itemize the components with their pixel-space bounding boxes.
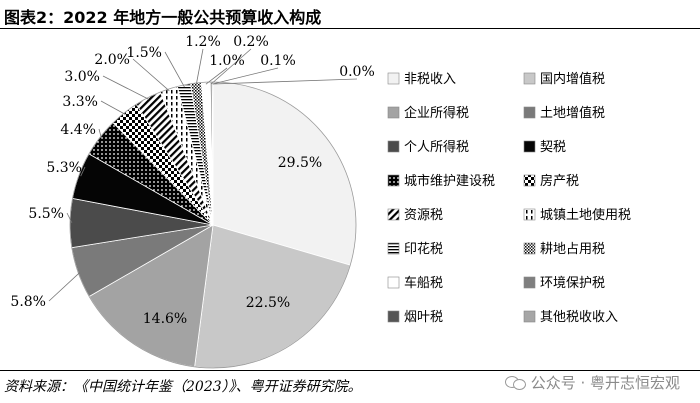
leader-line-11 (164, 51, 185, 88)
legend-label-2: 国内增值税 (540, 71, 605, 87)
legend-label-12: 耕地占用税 (540, 241, 605, 257)
pie-slices (69, 81, 357, 369)
legend-label-1: 非税收入 (404, 72, 456, 87)
value-label-1: 29.5% (278, 155, 322, 171)
legend-swatch-10 (523, 208, 536, 221)
value-label-9: 3.0% (64, 69, 100, 85)
value-label-10: 2.0% (94, 52, 130, 68)
source-note: 资料来源：《中国统计年鉴（2023）》、粤开证券研究院。 (4, 379, 362, 395)
watermark-text: 公众号 · 粤开志恒宏观 (530, 374, 680, 392)
legend-label-9: 资源税 (404, 208, 443, 223)
leader-line-15 (212, 67, 279, 85)
leader-line-12 (195, 48, 204, 86)
source-rule (0, 370, 700, 371)
leader-line-7 (98, 128, 102, 139)
leader-lines (48, 48, 358, 302)
legend-label-14: 环境保护税 (540, 276, 605, 291)
leader-line-16 (212, 78, 358, 85)
legend-swatch-5 (387, 140, 400, 153)
legend-label-8: 房产税 (540, 173, 579, 189)
value-label-11: 1.5% (126, 45, 162, 61)
legend-label-3: 企业所得税 (404, 105, 469, 121)
value-label-15: 0.1% (260, 53, 296, 69)
title-rule (0, 28, 700, 29)
legend-swatch-6 (523, 140, 536, 153)
leader-line-6 (80, 166, 86, 177)
value-label-3: 14.6% (143, 311, 187, 327)
leader-line-5 (66, 212, 73, 224)
value-label-14: 0.2% (233, 34, 269, 50)
legend-swatch-12 (523, 242, 536, 255)
legend-label-7: 城市维护建设税 (404, 173, 495, 189)
value-label-12: 1.2% (185, 34, 221, 50)
legend-swatch-13 (387, 276, 400, 289)
value-label-16: 0.0% (339, 64, 375, 80)
value-label-2: 22.5% (246, 295, 290, 311)
legend-label-15: 烟叶税 (404, 310, 443, 325)
wechat-icon (504, 375, 527, 391)
legend-swatch-2 (523, 72, 536, 85)
value-labels: 29.5% 22.5% 14.6% 5.8% 5.5% 5.3% 4.4% 3.3% 3.0%2… (10, 34, 374, 327)
value-label-8: 3.3% (62, 94, 98, 110)
legend-label-16: 其他税收收入 (540, 310, 618, 325)
legend-label-10: 城镇土地使用税 (540, 207, 631, 223)
legend-label-6: 契税 (540, 140, 566, 155)
value-label-5: 5.5% (28, 206, 64, 222)
value-label-13: 1.0% (209, 53, 245, 69)
legend-swatch-9 (387, 208, 400, 221)
legend-swatch-7 (387, 174, 400, 187)
leader-line-14 (210, 48, 252, 85)
legend-swatch-16 (523, 310, 536, 323)
legend-label-5: 个人所得税 (404, 139, 469, 155)
value-label-7: 4.4% (60, 122, 96, 138)
value-label-6: 5.3% (46, 160, 82, 176)
legend-label-11: 印花税 (404, 241, 443, 257)
legend-swatch-8 (523, 174, 536, 187)
chart-title: 图表2：2022 年地方一般公共预算收入构成 (4, 8, 322, 27)
legend-swatch-1 (387, 72, 400, 85)
watermark: 公众号 · 粤开志恒宏观 (504, 372, 680, 393)
leader-line-10 (132, 58, 170, 92)
leader-line-8 (100, 100, 126, 115)
legend-label-13: 车船税 (404, 275, 443, 291)
legend-swatch-3 (387, 106, 400, 119)
legend-swatch-11 (387, 242, 400, 255)
legend-label-4: 土地增值税 (540, 105, 605, 121)
leader-line-4 (48, 271, 81, 302)
legend-swatch-4 (523, 106, 536, 119)
leader-line-9 (102, 75, 150, 100)
legend-swatch-14 (523, 276, 536, 289)
leader-line-13 (205, 67, 228, 85)
value-label-4: 5.8% (10, 294, 46, 310)
legend-swatch-15 (387, 310, 400, 323)
